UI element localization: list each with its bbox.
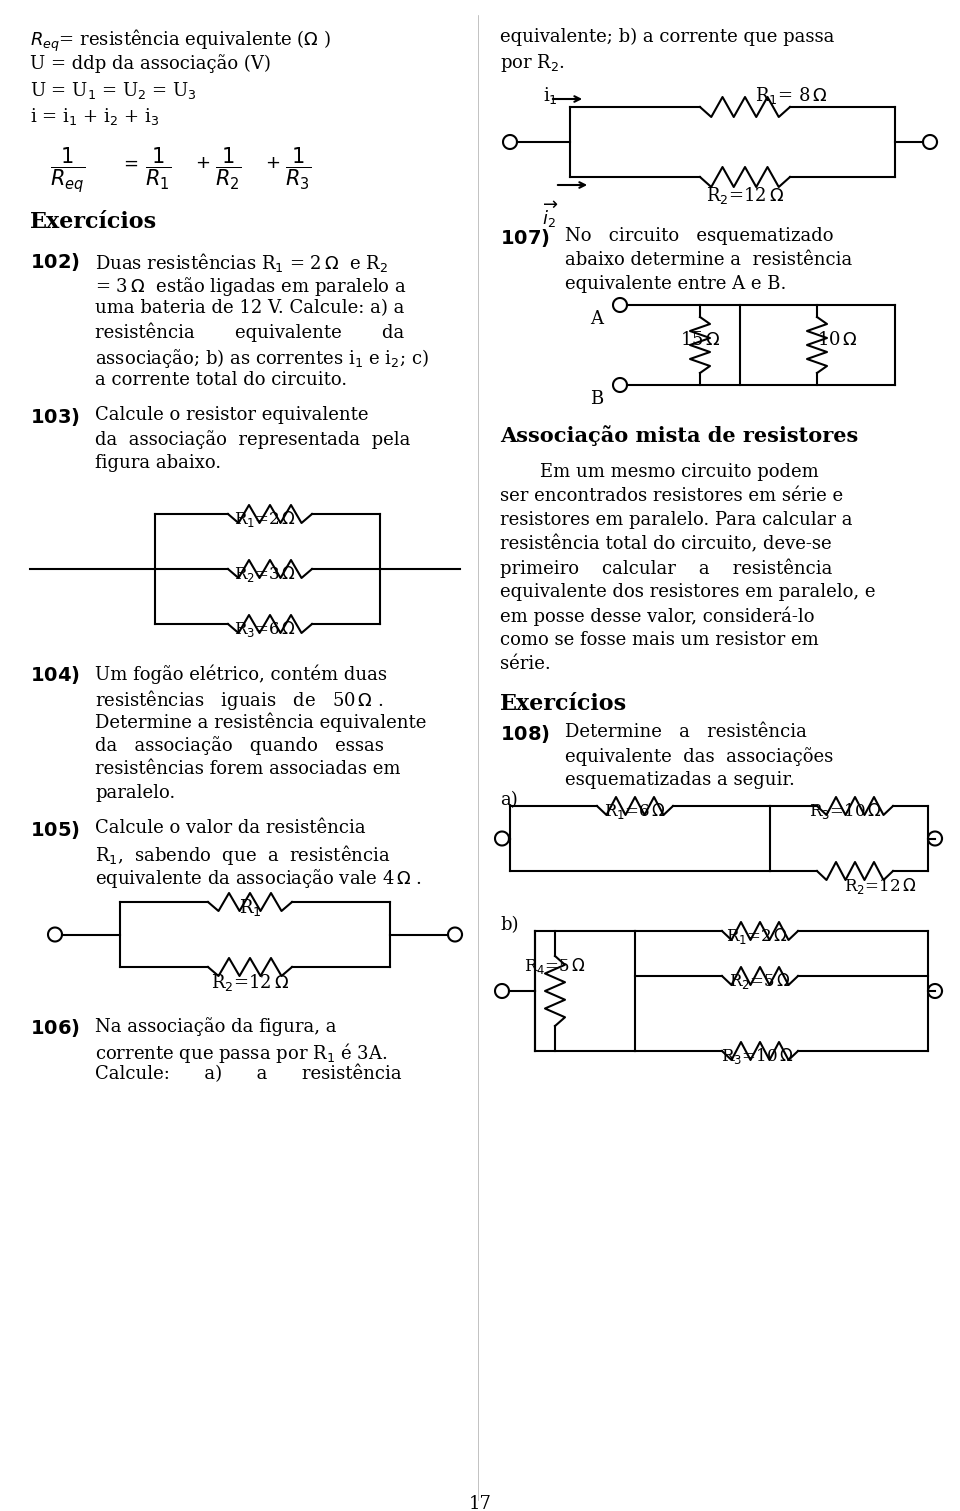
Text: Calcule o valor da resistência: Calcule o valor da resistência — [95, 819, 366, 837]
Text: equivalente  das  associações: equivalente das associações — [565, 746, 833, 766]
Text: uma bateria de 12 V. Calcule: a) a: uma bateria de 12 V. Calcule: a) a — [95, 299, 404, 317]
Text: R$_2$=5$\,\Omega$: R$_2$=5$\,\Omega$ — [729, 972, 791, 991]
Text: R$_2$=12$\,\Omega$: R$_2$=12$\,\Omega$ — [211, 972, 289, 993]
Text: equivalente da associação vale 4$\,\Omega$ .: equivalente da associação vale 4$\,\Omeg… — [95, 867, 422, 890]
Text: equivalente; b) a corrente que passa: equivalente; b) a corrente que passa — [500, 29, 834, 47]
Text: por R$_2$.: por R$_2$. — [500, 51, 565, 74]
Text: $\dfrac{1}{R_{eq}}$: $\dfrac{1}{R_{eq}}$ — [50, 147, 85, 195]
Text: resistência total do circuito, deve-se: resistência total do circuito, deve-se — [500, 535, 831, 553]
Text: $=$: $=$ — [120, 154, 138, 172]
Text: resistores em paralelo. Para calcular a: resistores em paralelo. Para calcular a — [500, 511, 852, 529]
Text: $\mathbf{103)}$: $\mathbf{103)}$ — [30, 406, 80, 428]
Text: R$_3$=10$\,\Omega$: R$_3$=10$\,\Omega$ — [721, 1046, 793, 1065]
Text: Em um mesmo circuito podem: Em um mesmo circuito podem — [540, 462, 819, 480]
Text: $\mathbf{106)}$: $\mathbf{106)}$ — [30, 1017, 80, 1040]
Text: Duas resistências R$_1$ = 2$\,\Omega$  e R$_2$: Duas resistências R$_1$ = 2$\,\Omega$ e … — [95, 251, 389, 273]
Text: em posse desse valor, considerá-lo: em posse desse valor, considerá-lo — [500, 607, 814, 627]
Text: U = ddp da associação (V): U = ddp da associação (V) — [30, 54, 271, 73]
Text: Determine a resistência equivalente: Determine a resistência equivalente — [95, 712, 426, 731]
Text: R$_1$,  sabendo  que  a  resistência: R$_1$, sabendo que a resistência — [95, 843, 391, 867]
Text: abaixo determine a  resistência: abaixo determine a resistência — [565, 251, 852, 269]
Text: R$_2$=12$\,\Omega$: R$_2$=12$\,\Omega$ — [844, 876, 916, 896]
Text: 10$\,\Omega$: 10$\,\Omega$ — [817, 331, 857, 349]
Text: esquematizadas a seguir.: esquematizadas a seguir. — [565, 771, 795, 789]
Text: $\dfrac{1}{R_1}$: $\dfrac{1}{R_1}$ — [145, 147, 172, 192]
Text: $\mathbf{105)}$: $\mathbf{105)}$ — [30, 819, 80, 842]
Text: R$_3$=10$\,\Omega$: R$_3$=10$\,\Omega$ — [808, 801, 881, 820]
Text: B: B — [590, 390, 603, 408]
Text: resistências   iguais   de   50$\,\Omega$ .: resistências iguais de 50$\,\Omega$ . — [95, 688, 383, 712]
Text: $\overrightarrow{i_2}$: $\overrightarrow{i_2}$ — [541, 199, 559, 230]
Text: $\mathbf{108)}$: $\mathbf{108)}$ — [500, 722, 550, 745]
Text: Determine   a   resistência: Determine a resistência — [565, 722, 806, 740]
Text: $R_{eq}$= resistência equivalente ($\Omega$ ): $R_{eq}$= resistência equivalente ($\Ome… — [30, 29, 331, 54]
Text: 17: 17 — [468, 1494, 492, 1511]
Text: R$_1$=2$\,\Omega$: R$_1$=2$\,\Omega$ — [726, 926, 788, 946]
Text: resistência       equivalente       da: resistência equivalente da — [95, 323, 404, 343]
Text: R$_1$=6$\,\Omega$: R$_1$=6$\,\Omega$ — [604, 801, 666, 820]
Text: Calcule o resistor equivalente: Calcule o resistor equivalente — [95, 406, 369, 425]
Text: Associação mista de resistores: Associação mista de resistores — [500, 425, 858, 446]
Text: da   associação   quando   essas: da associação quando essas — [95, 736, 384, 756]
Text: No   circuito   esquematizado: No circuito esquematizado — [565, 227, 833, 245]
Text: R$_2$=3$\,\Omega$: R$_2$=3$\,\Omega$ — [234, 564, 296, 583]
Text: $+$: $+$ — [195, 154, 210, 172]
Text: = 3$\,\Omega$  estão ligadas em paralelo a: = 3$\,\Omega$ estão ligadas em paralelo … — [95, 275, 407, 298]
Text: U = U$_1$ = U$_2$ = U$_3$: U = U$_1$ = U$_2$ = U$_3$ — [30, 80, 197, 101]
Text: R$_3$=6$\,\Omega$: R$_3$=6$\,\Omega$ — [234, 620, 296, 639]
Text: a corrente total do circuito.: a corrente total do circuito. — [95, 372, 348, 388]
Text: $\mathbf{104)}$: $\mathbf{104)}$ — [30, 663, 80, 686]
Text: como se fosse mais um resistor em: como se fosse mais um resistor em — [500, 632, 819, 650]
Text: $\mathbf{102)}$: $\mathbf{102)}$ — [30, 251, 80, 273]
Text: i$_1$: i$_1$ — [542, 85, 558, 106]
Text: equivalente entre A e B.: equivalente entre A e B. — [565, 275, 786, 293]
Text: b): b) — [500, 916, 518, 934]
Text: a): a) — [500, 790, 517, 808]
Text: Exercícios: Exercícios — [30, 212, 157, 233]
Text: Na associação da figura, a: Na associação da figura, a — [95, 1017, 337, 1037]
Text: primeiro    calcular    a    resistência: primeiro calcular a resistência — [500, 559, 832, 579]
Text: equivalente dos resistores em paralelo, e: equivalente dos resistores em paralelo, … — [500, 583, 876, 601]
Text: da  associação  representada  pela: da associação representada pela — [95, 431, 410, 449]
Text: série.: série. — [500, 654, 551, 672]
Text: Exercícios: Exercícios — [500, 694, 627, 715]
Text: $+$: $+$ — [265, 154, 280, 172]
Text: R$_1$: R$_1$ — [239, 898, 261, 919]
Text: Um fogão elétrico, contém duas: Um fogão elétrico, contém duas — [95, 663, 387, 683]
Text: figura abaixo.: figura abaixo. — [95, 453, 221, 471]
Text: resistências forem associadas em: resistências forem associadas em — [95, 760, 400, 778]
Text: associação; b) as correntes i$_1$ e i$_2$; c): associação; b) as correntes i$_1$ e i$_2… — [95, 348, 429, 370]
Text: $\dfrac{1}{R_3}$: $\dfrac{1}{R_3}$ — [285, 147, 311, 192]
Text: R$_4$=5$\,\Omega$: R$_4$=5$\,\Omega$ — [524, 956, 586, 976]
Text: Calcule:      a)      a      resistência: Calcule: a) a resistência — [95, 1065, 401, 1083]
Text: $\mathbf{107)}$: $\mathbf{107)}$ — [500, 227, 550, 249]
Text: A: A — [590, 310, 603, 328]
Text: R$_2$=12$\,\Omega$: R$_2$=12$\,\Omega$ — [706, 184, 784, 205]
Text: ser encontrados resistores em série e: ser encontrados resistores em série e — [500, 487, 843, 505]
Text: paralelo.: paralelo. — [95, 784, 176, 802]
Text: R$_1$=2$\,\Omega$: R$_1$=2$\,\Omega$ — [234, 509, 296, 529]
Text: i = i$_1$ + i$_2$ + i$_3$: i = i$_1$ + i$_2$ + i$_3$ — [30, 106, 159, 127]
Text: 15$\,\Omega$: 15$\,\Omega$ — [680, 331, 720, 349]
Text: $\dfrac{1}{R_2}$: $\dfrac{1}{R_2}$ — [215, 147, 241, 192]
Text: corrente que passa por R$_1$ é 3A.: corrente que passa por R$_1$ é 3A. — [95, 1041, 387, 1065]
Text: R$_1$= 8$\,\Omega$: R$_1$= 8$\,\Omega$ — [755, 85, 828, 106]
